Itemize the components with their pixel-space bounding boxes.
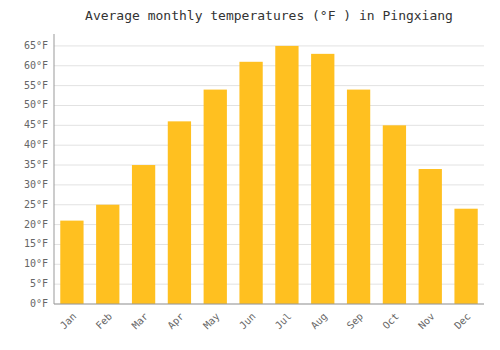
y-tick-label: 40°F <box>24 139 48 150</box>
grid-line <box>54 304 484 305</box>
bar <box>96 205 119 304</box>
y-tick-label: 30°F <box>24 179 48 190</box>
y-tick-label: 0°F <box>30 298 48 309</box>
x-tick-label: Oct <box>380 311 401 332</box>
x-tick-label: Aug <box>309 311 330 332</box>
grid-line <box>54 85 484 86</box>
grid-line <box>54 125 484 126</box>
y-tick-label: 35°F <box>24 159 48 170</box>
y-tick-labels: 0°F 5°F 10°F 15°F 20°F 25°F 30°F 35°F 40°F 45°F 50… <box>24 40 48 309</box>
x-tick-label: Jun <box>237 311 258 332</box>
grid-line <box>54 105 484 106</box>
x-tick-label: Jul <box>273 311 294 332</box>
bar <box>168 121 191 304</box>
bar <box>419 169 442 304</box>
grid-line <box>54 165 484 166</box>
bar <box>275 46 298 304</box>
y-tick-label: 65°F <box>24 40 48 51</box>
bar <box>347 90 370 304</box>
grid-line <box>54 45 484 46</box>
grid-line <box>54 65 484 66</box>
bars <box>60 46 477 304</box>
y-tick-label: 45°F <box>24 119 48 130</box>
y-axis-line <box>54 34 55 304</box>
bar <box>383 125 406 304</box>
bar <box>239 62 262 304</box>
x-tick-labels: Jan Feb Mar Apr May Jun Jul Aug Sep Oct Nov Dec <box>58 311 473 332</box>
x-tick-label: Mar <box>130 311 151 332</box>
x-tick-label: May <box>201 311 222 332</box>
y-tick-label: 50°F <box>24 99 48 110</box>
title: Average monthly temperatures (°F ) in Pi… <box>85 8 453 23</box>
y-tick-label: 15°F <box>24 238 48 249</box>
x-tick-label: Dec <box>452 311 473 332</box>
y-tick-label: 20°F <box>24 219 48 230</box>
bar <box>204 90 227 304</box>
x-tick-label: Jan <box>58 311 79 332</box>
bar <box>454 209 477 304</box>
x-tick-label: Nov <box>416 311 437 332</box>
y-tick-label: 25°F <box>24 199 48 210</box>
chart-container: 0°F 5°F 10°F 15°F 20°F 25°F 30°F 35°F 40°F 45°F 50… <box>0 0 500 350</box>
grid-line <box>54 145 484 146</box>
x-tick-label: Feb <box>94 311 115 332</box>
bar <box>311 54 334 304</box>
chart: 0°F 5°F 10°F 15°F 20°F 25°F 30°F 35°F 40°F 45°F 50… <box>0 0 500 350</box>
grid <box>54 46 484 304</box>
bar <box>60 221 83 304</box>
x-tick-label: Sep <box>345 311 366 332</box>
x-tick-label: Apr <box>165 311 186 332</box>
y-tick-label: 10°F <box>24 258 48 269</box>
x-axis-line <box>54 304 484 305</box>
y-tick-label: 5°F <box>30 278 48 289</box>
y-tick-label: 55°F <box>24 80 48 91</box>
y-tick-label: 60°F <box>24 60 48 71</box>
bar <box>132 165 155 304</box>
